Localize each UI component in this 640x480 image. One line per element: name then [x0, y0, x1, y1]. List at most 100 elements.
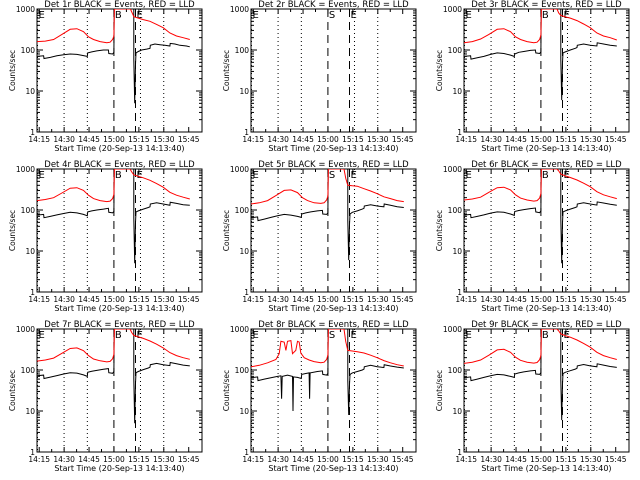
marker-label: B	[542, 330, 549, 341]
x-tick-label: 14:30	[267, 455, 289, 464]
marker-label: E	[137, 170, 143, 181]
x-tick-label: 14:30	[480, 455, 502, 464]
events-series-line	[464, 169, 617, 264]
events-series-line	[251, 169, 404, 261]
x-tick-label: 15:15	[555, 295, 577, 304]
marker-label: E	[137, 330, 143, 341]
x-tick-label: 14:30	[480, 295, 502, 304]
events-series-line	[464, 329, 617, 421]
x-tick-label: 15:00	[530, 295, 552, 304]
x-tick-label: 14:45	[292, 135, 314, 144]
x-tick-label: 14:45	[78, 455, 100, 464]
x-tick-label: 15:30	[367, 455, 389, 464]
panel-title: Det 3r BLACK = Events, RED = LLD	[471, 0, 622, 10]
x-tick-label: 15:45	[392, 135, 414, 144]
y-axis-label: Counts/sec	[8, 210, 17, 251]
y-tick-label: 1000	[443, 325, 462, 334]
x-tick-label: 15:45	[605, 455, 627, 464]
marker-label: B	[115, 10, 122, 21]
plot-frame	[463, 8, 630, 133]
x-tick-label: 15:30	[153, 135, 175, 144]
marker-label: E	[351, 330, 357, 341]
marker-label: E	[465, 170, 471, 181]
plot-frame	[250, 328, 417, 453]
panel-title: Det 1r BLACK = Events, RED = LLD	[44, 0, 195, 10]
x-tick-label: 15:30	[153, 455, 175, 464]
x-tick-label: 15:45	[178, 135, 200, 144]
y-tick-label: 1	[30, 448, 35, 457]
y-tick-label: 1	[244, 288, 249, 297]
y-tick-label: 1	[457, 128, 462, 137]
x-axis-label: Start Time (20-Sep-13 14:13:40)	[268, 304, 398, 313]
x-tick-label: 14:45	[292, 455, 314, 464]
x-tick-label: 15:30	[580, 455, 602, 464]
x-tick-label: 14:15	[455, 455, 477, 464]
lld-series-line	[464, 169, 617, 202]
marker-label: S	[329, 330, 335, 341]
x-tick-label: 15:15	[128, 295, 150, 304]
x-tick-label: 15:00	[317, 135, 339, 144]
y-tick-label: 10	[239, 87, 249, 96]
marker-label: E	[564, 10, 570, 21]
marker-label: E	[564, 170, 570, 181]
x-tick-label: 14:15	[28, 135, 50, 144]
panel-title: Det 8r BLACK = Events, RED = LLD	[258, 320, 409, 330]
x-tick-label: 15:45	[605, 295, 627, 304]
x-axis-label: Start Time (20-Sep-13 14:13:40)	[481, 144, 611, 153]
y-tick-label: 100	[21, 46, 36, 55]
marker-label: E	[137, 10, 143, 21]
x-axis-label: Start Time (20-Sep-13 14:13:40)	[268, 144, 398, 153]
marker-label: B	[542, 10, 549, 21]
y-axis-label: Counts/sec	[435, 370, 444, 411]
x-tick-label: 14:15	[242, 455, 264, 464]
y-tick-label: 1000	[443, 165, 462, 174]
y-tick-label: 100	[235, 206, 250, 215]
marker-label: E	[351, 170, 357, 181]
y-tick-label: 100	[448, 46, 463, 55]
x-tick-label: 15:00	[103, 455, 125, 464]
x-tick-label: 14:15	[455, 135, 477, 144]
x-tick-label: 15:00	[317, 455, 339, 464]
x-tick-label: 14:30	[267, 295, 289, 304]
x-tick-label: 14:30	[480, 135, 502, 144]
y-axis-label: Counts/sec	[435, 210, 444, 251]
y-tick-label: 10	[239, 407, 249, 416]
x-tick-label: 15:45	[392, 295, 414, 304]
x-tick-label: 14:45	[292, 295, 314, 304]
panel-title: Det 4r BLACK = Events, RED = LLD	[44, 160, 195, 170]
y-tick-label: 1000	[443, 5, 462, 14]
x-tick-label: 15:15	[342, 295, 364, 304]
marker-label: E	[252, 10, 258, 21]
events-series-line	[37, 9, 190, 104]
marker-label: S	[329, 10, 335, 21]
plot-frame	[463, 168, 630, 293]
x-tick-label: 15:15	[128, 135, 150, 144]
x-tick-label: 15:45	[178, 455, 200, 464]
marker-label: E	[38, 170, 44, 181]
x-tick-label: 14:45	[505, 135, 527, 144]
events-series-line	[251, 329, 404, 416]
x-tick-label: 14:15	[242, 295, 264, 304]
marker-label: E	[351, 10, 357, 21]
y-axis-label: Counts/sec	[8, 370, 17, 411]
panel-title: Det 2r BLACK = Events, RED = LLD	[258, 0, 409, 10]
plot-frame	[36, 328, 203, 453]
lld-series-line	[251, 329, 404, 368]
y-tick-label: 10	[25, 407, 35, 416]
y-tick-label: 1	[244, 448, 249, 457]
y-axis-label: Counts/sec	[222, 370, 231, 411]
plot-frame	[250, 168, 417, 293]
x-tick-label: 15:00	[317, 295, 339, 304]
y-tick-label: 10	[452, 87, 462, 96]
x-tick-label: 15:15	[555, 135, 577, 144]
y-tick-label: 10	[452, 407, 462, 416]
lld-series-line	[37, 329, 190, 363]
lld-series-line	[251, 169, 404, 205]
x-tick-label: 14:30	[53, 135, 75, 144]
